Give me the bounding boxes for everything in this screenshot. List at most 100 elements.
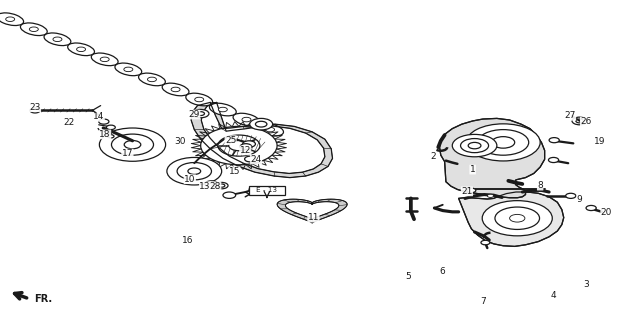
Circle shape bbox=[209, 183, 214, 185]
Text: 18: 18 bbox=[99, 130, 111, 139]
Circle shape bbox=[177, 163, 211, 180]
Ellipse shape bbox=[186, 93, 213, 106]
Circle shape bbox=[195, 97, 204, 102]
Text: 24: 24 bbox=[250, 155, 262, 164]
Text: 1: 1 bbox=[469, 165, 476, 174]
Circle shape bbox=[461, 139, 489, 153]
Polygon shape bbox=[440, 118, 545, 198]
Circle shape bbox=[99, 119, 109, 124]
Text: 13: 13 bbox=[199, 182, 211, 191]
Text: 19: 19 bbox=[594, 137, 606, 146]
Text: 30: 30 bbox=[174, 137, 185, 146]
Ellipse shape bbox=[91, 53, 118, 66]
Circle shape bbox=[492, 137, 515, 148]
Circle shape bbox=[478, 130, 529, 155]
Text: 20: 20 bbox=[601, 208, 612, 217]
Text: 11: 11 bbox=[308, 213, 319, 222]
Circle shape bbox=[249, 187, 258, 192]
Circle shape bbox=[29, 27, 38, 31]
Circle shape bbox=[566, 193, 576, 198]
Text: 22: 22 bbox=[63, 118, 75, 127]
Circle shape bbox=[218, 184, 225, 187]
Text: 10: 10 bbox=[184, 175, 196, 184]
Circle shape bbox=[197, 112, 204, 116]
Text: 5: 5 bbox=[404, 272, 411, 281]
Text: 2: 2 bbox=[431, 152, 436, 161]
Circle shape bbox=[495, 207, 540, 229]
Circle shape bbox=[266, 127, 275, 132]
Circle shape bbox=[452, 134, 497, 157]
Circle shape bbox=[192, 109, 209, 118]
Circle shape bbox=[243, 141, 255, 147]
Circle shape bbox=[548, 157, 559, 163]
Text: 15: 15 bbox=[229, 167, 240, 176]
Circle shape bbox=[111, 134, 154, 155]
Circle shape bbox=[30, 108, 40, 113]
Ellipse shape bbox=[162, 83, 189, 96]
Text: 8: 8 bbox=[537, 181, 543, 190]
Circle shape bbox=[242, 117, 251, 122]
Text: 7: 7 bbox=[480, 297, 486, 306]
Circle shape bbox=[245, 156, 256, 162]
Text: 23: 23 bbox=[29, 103, 41, 112]
Ellipse shape bbox=[44, 33, 71, 45]
Circle shape bbox=[201, 126, 277, 165]
Circle shape bbox=[76, 47, 85, 52]
Ellipse shape bbox=[233, 113, 260, 126]
Text: 29: 29 bbox=[189, 110, 200, 119]
Circle shape bbox=[6, 17, 15, 21]
Text: 17: 17 bbox=[122, 149, 133, 158]
Circle shape bbox=[100, 57, 109, 61]
Circle shape bbox=[167, 157, 222, 185]
Ellipse shape bbox=[115, 63, 141, 76]
Ellipse shape bbox=[257, 123, 283, 136]
Text: 3: 3 bbox=[583, 280, 589, 289]
Text: 9: 9 bbox=[576, 196, 583, 204]
Polygon shape bbox=[191, 102, 333, 178]
Circle shape bbox=[250, 118, 273, 130]
Text: 12: 12 bbox=[240, 146, 251, 155]
Text: 4: 4 bbox=[550, 292, 555, 300]
Circle shape bbox=[215, 182, 228, 189]
Ellipse shape bbox=[0, 13, 24, 26]
Text: 25: 25 bbox=[225, 136, 236, 145]
Polygon shape bbox=[459, 192, 564, 246]
Circle shape bbox=[482, 201, 552, 236]
Polygon shape bbox=[277, 199, 347, 223]
Circle shape bbox=[572, 117, 587, 125]
Text: 27: 27 bbox=[564, 111, 576, 120]
Circle shape bbox=[576, 119, 583, 123]
Circle shape bbox=[466, 124, 540, 161]
Circle shape bbox=[188, 168, 201, 174]
Text: E - 13: E - 13 bbox=[257, 188, 277, 193]
Circle shape bbox=[218, 135, 260, 156]
Circle shape bbox=[487, 194, 494, 197]
Circle shape bbox=[148, 77, 157, 82]
Text: 6: 6 bbox=[440, 268, 446, 276]
Circle shape bbox=[53, 37, 62, 42]
Ellipse shape bbox=[68, 43, 94, 56]
Circle shape bbox=[124, 67, 132, 72]
Text: 14: 14 bbox=[93, 112, 104, 121]
Circle shape bbox=[481, 240, 490, 245]
Circle shape bbox=[468, 142, 481, 149]
Circle shape bbox=[124, 140, 141, 149]
Ellipse shape bbox=[210, 103, 236, 116]
Circle shape bbox=[99, 128, 166, 161]
Circle shape bbox=[229, 140, 249, 151]
Circle shape bbox=[510, 214, 525, 222]
Circle shape bbox=[467, 188, 476, 193]
Circle shape bbox=[549, 138, 559, 143]
Circle shape bbox=[205, 181, 218, 187]
Text: 28: 28 bbox=[210, 182, 221, 191]
Circle shape bbox=[586, 205, 596, 211]
Circle shape bbox=[106, 125, 115, 130]
Circle shape bbox=[255, 121, 267, 127]
Text: 16: 16 bbox=[182, 236, 194, 245]
Ellipse shape bbox=[20, 23, 47, 36]
Circle shape bbox=[171, 87, 180, 92]
Circle shape bbox=[108, 135, 114, 138]
Text: 26: 26 bbox=[580, 117, 592, 126]
FancyBboxPatch shape bbox=[249, 186, 285, 195]
Text: 21: 21 bbox=[461, 187, 473, 196]
